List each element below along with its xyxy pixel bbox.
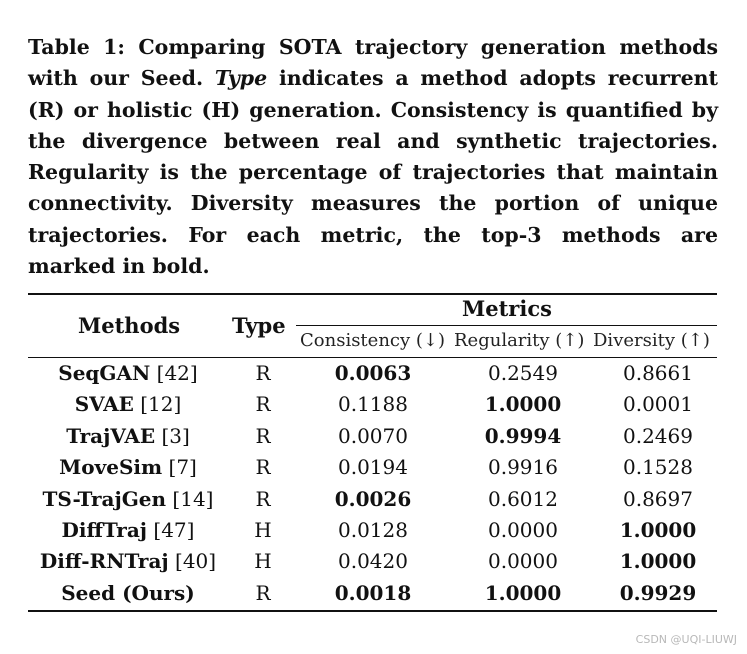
cell-method: DiffTraj [47] [28, 515, 228, 546]
cell-method: SVAE [12] [28, 389, 228, 420]
cell-diversity: 0.1528 [623, 455, 693, 480]
cell-regularity: 0.9916 [488, 455, 558, 480]
table-row: SVAE [12] R 0.1188 1.0000 0.0001 [28, 389, 717, 420]
cell-diversity: 0.8661 [623, 361, 693, 385]
cell-consistency: 0.1188 [338, 392, 408, 417]
cell-consistency: 0.0194 [338, 455, 408, 480]
cell-type: R [255, 455, 271, 480]
table-top-rule [28, 293, 717, 295]
cell-diversity: 0.8697 [623, 486, 693, 511]
cell-method: MoveSim [7] [28, 452, 228, 483]
table-header-rule [28, 357, 717, 358]
cell-diversity: 1.0000 [619, 549, 697, 574]
method-name: Seed (Ours) [61, 580, 195, 605]
table-body: SeqGAN [42] R 0.0063 0.2549 0.8661 SVAE [12] R… [28, 358, 717, 609]
cell-consistency: 0.0128 [338, 517, 408, 542]
table-caption: Table 1: Comparing SOTA trajectory gener… [28, 32, 718, 282]
cell-diversity: 0.2469 [623, 423, 693, 448]
header-methods: Methods [78, 313, 181, 338]
table-row: Seed (Ours) R 0.0018 1.0000 0.9929 [28, 578, 717, 609]
cell-method: Diff-RNTraj [40] [28, 546, 228, 577]
cell-consistency: 0.0026 [334, 486, 412, 511]
method-name: TrajVAE [66, 423, 156, 448]
cell-regularity: 0.0000 [488, 549, 558, 574]
metrics-underline-rule [296, 325, 717, 326]
cell-type: R [255, 580, 271, 605]
cell-consistency: 0.0063 [334, 361, 412, 385]
method-reference: [14] [166, 486, 214, 511]
header-diversity: Diversity (↑) [593, 330, 710, 351]
cell-regularity: 0.2549 [488, 361, 558, 385]
cell-regularity: 0.6012 [488, 486, 558, 511]
method-reference: [42] [150, 361, 198, 385]
cell-consistency: 0.0420 [338, 549, 408, 574]
header-consistency: Consistency (↓) [300, 330, 446, 351]
cell-type: R [255, 486, 271, 511]
cell-consistency: 0.0070 [338, 423, 408, 448]
method-name: Diff-RNTraj [39, 549, 169, 574]
cell-method: TS-TrajGen [14] [28, 484, 228, 515]
table-row: TrajVAE [3] R 0.0070 0.9994 0.2469 [28, 421, 717, 452]
header-type: Type [232, 313, 286, 338]
table-row: MoveSim [7] R 0.0194 0.9916 0.1528 [28, 452, 717, 483]
method-name: MoveSim [59, 455, 163, 480]
cell-type: R [255, 392, 271, 417]
cell-diversity: 1.0000 [619, 517, 697, 542]
header-metrics: Metrics [462, 296, 552, 321]
table-row: DiffTraj [47] H 0.0128 0.0000 1.0000 [28, 515, 717, 546]
cell-regularity: 0.0000 [488, 517, 558, 542]
method-reference: [3] [155, 423, 190, 448]
caption-text-post: indicates a method adopts recurrent (R) … [28, 66, 718, 279]
cell-method: SeqGAN [42] [28, 358, 228, 389]
method-reference: [47] [147, 517, 195, 542]
header-regularity: Regularity (↑) [454, 330, 585, 351]
method-name: SeqGAN [58, 361, 151, 385]
method-name: SVAE [74, 392, 134, 417]
method-name: TS-TrajGen [42, 486, 167, 511]
caption-type-word: Type [214, 66, 268, 91]
method-reference: [12] [133, 392, 182, 417]
cell-regularity: 0.9994 [484, 423, 562, 448]
table-row: SeqGAN [42] R 0.0063 0.2549 0.8661 [28, 358, 717, 389]
cell-method: Seed (Ours) [28, 578, 228, 609]
table-row: TS-TrajGen [14] R 0.0026 0.6012 0.8697 [28, 484, 717, 515]
cell-diversity: 0.0001 [623, 392, 693, 417]
watermark-text: CSDN @UQI-LIUWJ [635, 633, 737, 646]
cell-type: R [255, 361, 271, 385]
cell-regularity: 1.0000 [484, 392, 562, 417]
method-reference: [7] [162, 455, 197, 480]
cell-type: H [254, 517, 272, 542]
table-row: Diff-RNTraj [40] H 0.0420 0.0000 1.0000 [28, 546, 717, 577]
cell-method: TrajVAE [3] [28, 421, 228, 452]
method-reference: [40] [168, 549, 217, 574]
cell-regularity: 1.0000 [484, 580, 562, 605]
table-bottom-rule [28, 610, 717, 612]
caption-text-pre: Table 1: Comparing SOTA trajectory gener… [28, 35, 718, 91]
method-name: DiffTraj [61, 517, 148, 542]
cell-consistency: 0.0018 [334, 580, 412, 605]
cell-type: R [255, 423, 271, 448]
cell-type: H [254, 549, 272, 574]
cell-diversity: 0.9929 [619, 580, 697, 605]
